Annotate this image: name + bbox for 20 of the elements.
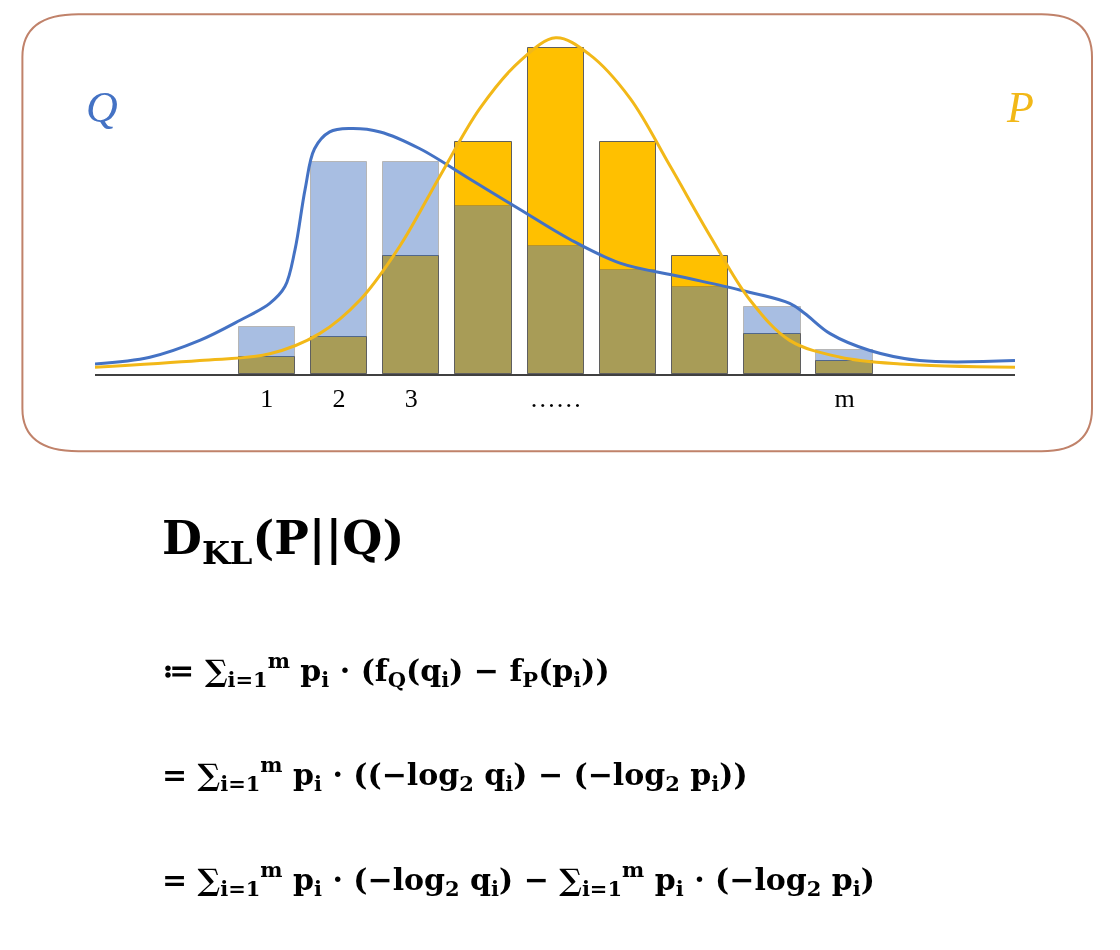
x-tick-label: 2 xyxy=(332,384,346,414)
bar xyxy=(599,141,656,374)
x-tick-label: 3 xyxy=(404,384,418,414)
bar xyxy=(310,336,367,374)
text: Q xyxy=(86,83,118,132)
x-tick-label: 1 xyxy=(260,384,274,414)
text: D$_{KL}$(P||Q) xyxy=(162,511,405,572)
bar xyxy=(454,141,512,374)
x-tick-label: m xyxy=(834,384,855,414)
bar xyxy=(527,47,584,374)
x-tick-label: …… xyxy=(529,384,582,414)
text: ≔ ∑$_{i=1}$$^{m}$ p$_{i}$ · (f$_{Q}$(q$_{i}$) − f$_{P}$(p$_{i}$)) xyxy=(162,648,610,692)
text: = ∑$_{i=1}$$^{m}$ p$_{i}$ · ((−log$_{2}$ q$_{i}$) − (−log$_{2}$ p$_{i}$)) xyxy=(162,752,748,796)
bar xyxy=(238,356,295,374)
bar xyxy=(743,333,801,374)
text: P xyxy=(1006,83,1034,132)
bar xyxy=(815,360,873,374)
text: = ∑$_{i=1}$$^{m}$ p$_{i}$ · (−log$_{2}$ q$_{i}$) − ∑$_{i=1}$$^{m}$ p$_{i}$ · (−log$_{2}$ p$_{i}$) xyxy=(162,857,875,901)
bar xyxy=(671,255,728,374)
bar xyxy=(382,255,439,374)
